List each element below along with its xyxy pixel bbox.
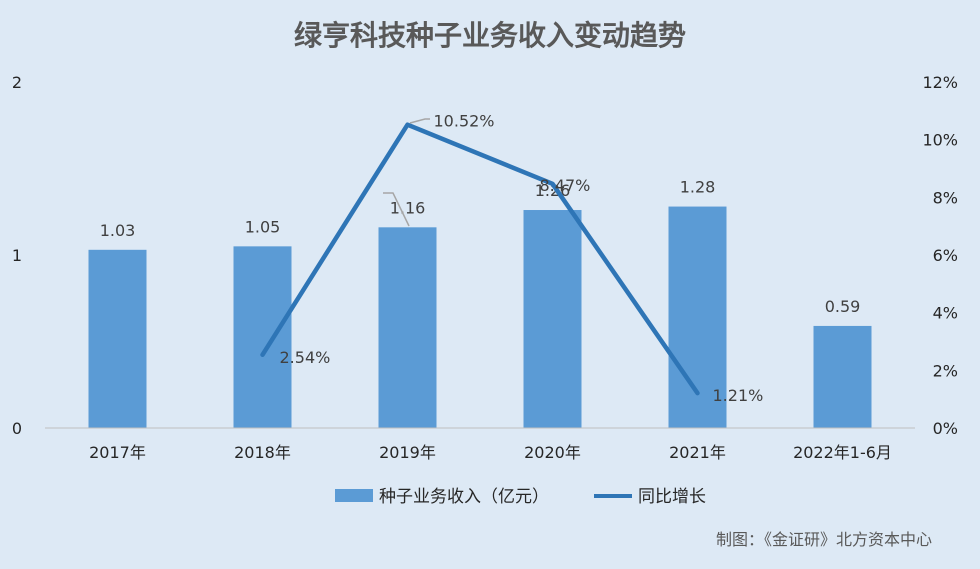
bar-value-label: 0.59 [825,297,861,316]
y-right-tick-label: 4% [933,304,958,323]
legend-line-label: 同比增长 [638,487,706,507]
y-left-tick-label: 0 [12,419,22,438]
leader-line [383,192,410,227]
y-right-tick-label: 6% [933,246,958,265]
x-axis: 2017年 2018年 2019年 2020年 2021年 2022年1-6月 [89,443,892,462]
legend: 种子业务收入（亿元） 同比增长 [335,487,706,507]
line-data-labels: 2.54% 10.52% 8.47% 1.21% [280,112,764,405]
y-right-tick-label: 8% [933,188,958,207]
bar [523,210,582,428]
chart-title: 绿亨科技种子业务收入变动趋势 [294,19,686,52]
x-tick-label: 2021年 [669,443,726,462]
line-value-label: 8.47% [540,176,591,195]
bar [233,246,292,428]
bar-value-label: 1.05 [245,217,281,236]
y-right-tick-label: 0% [933,419,958,438]
x-tick-label: 2017年 [89,443,146,462]
source-note: 制图：《金证研》北方资本中心 [716,530,932,549]
line-value-label: 2.54% [280,348,331,367]
y-axis-right: 0% 2% 4% 6% 8% 10% 12% [922,73,958,438]
x-tick-label: 2020年 [524,443,581,462]
y-left-tick-label: 1 [12,246,22,265]
bar [88,249,147,428]
growth-line [260,122,700,396]
bar [813,325,872,428]
legend-bar-label: 种子业务收入（亿元） [379,487,549,507]
line-value-label: 10.52% [434,112,495,131]
bar-data-labels: 1.03 1.051.161.26 1.280.59 [100,178,861,316]
y-right-tick-label: 12% [922,73,958,92]
y-axis-left: 0 1 2 [12,73,22,438]
x-tick-label: 2022年1-6月 [793,443,892,462]
legend-bar-swatch [335,489,373,502]
y-right-tick-label: 2% [933,361,958,380]
x-tick-label: 2018年 [234,443,291,462]
y-right-tick-label: 10% [922,131,958,150]
bar-value-label: 1.03 [100,221,136,240]
leader-line [409,118,430,124]
line-series [260,122,700,396]
line-value-label: 1.21% [713,386,764,405]
bar-value-label: 1.28 [680,178,716,197]
bar-value-label: 1.16 [390,198,426,217]
y-left-tick-label: 2 [12,73,22,92]
x-tick-label: 2019年 [379,443,436,462]
bar [378,227,437,428]
